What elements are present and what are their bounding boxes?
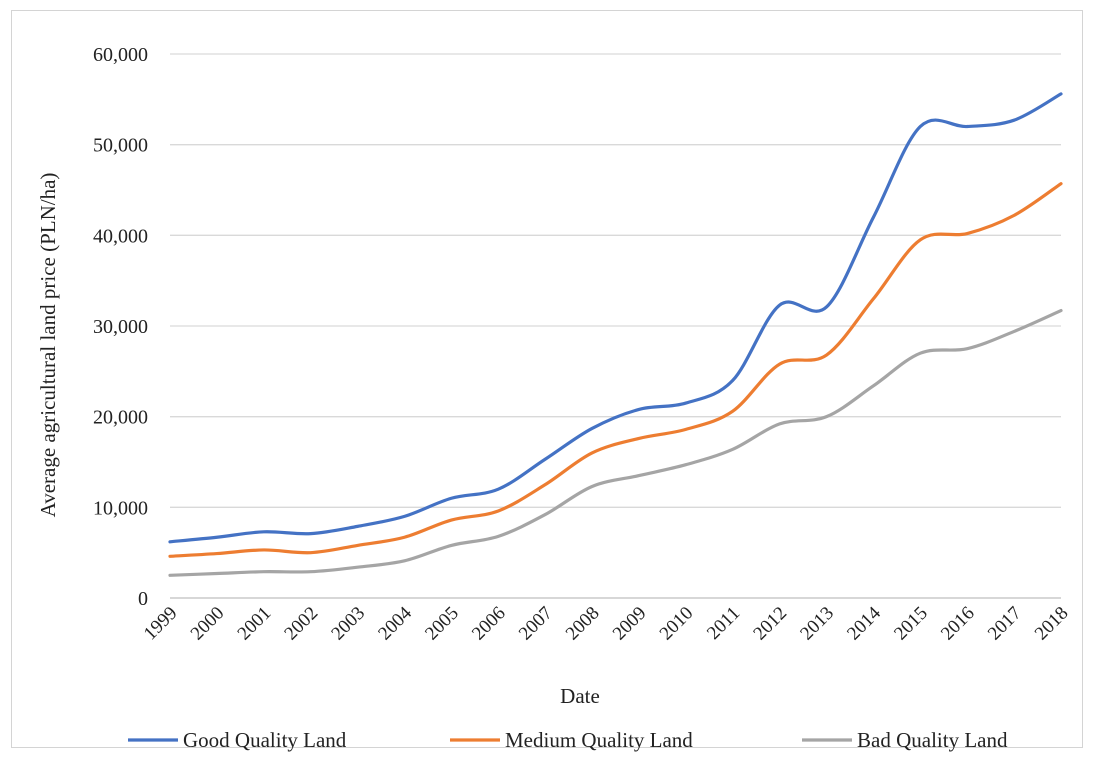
series-line-bad-quality-land bbox=[168, 308, 1063, 577]
x-tick-label: 2013 bbox=[796, 603, 838, 645]
series-line-medium-quality-land bbox=[168, 182, 1063, 558]
y-tick-label: 30,000 bbox=[93, 316, 148, 338]
legend-label: Good Quality Land bbox=[183, 728, 347, 752]
x-tick-label: 2018 bbox=[1031, 603, 1073, 645]
series-line-good-quality-land bbox=[168, 92, 1063, 544]
y-tick-label: 0 bbox=[138, 588, 148, 610]
x-axis-title: Date bbox=[560, 684, 600, 708]
chart-frame bbox=[11, 10, 1083, 748]
y-tick-label: 60,000 bbox=[93, 44, 148, 66]
x-tick-label: 2017 bbox=[984, 603, 1026, 645]
x-tick-label: 2012 bbox=[749, 603, 791, 645]
y-axis-title: Average agricultural land price (PLN/ha) bbox=[36, 173, 60, 518]
legend-label: Bad Quality Land bbox=[857, 728, 1008, 752]
x-tick-label: 2006 bbox=[468, 603, 510, 645]
x-tick-label: 2000 bbox=[187, 603, 229, 645]
x-tick-label: 2004 bbox=[374, 602, 416, 644]
x-tick-label: 2009 bbox=[609, 603, 651, 645]
x-tick-label: 2005 bbox=[421, 603, 463, 645]
x-tick-label: 2015 bbox=[890, 603, 932, 645]
y-axis-ticks: 0 10,000 20,000 30,000 40,000 50,000 60,000 bbox=[93, 44, 148, 610]
y-tick-label: 20,000 bbox=[93, 407, 148, 429]
x-tick-label: 2001 bbox=[234, 603, 276, 645]
x-tick-label: 2008 bbox=[562, 603, 604, 645]
x-axis-ticks: 1999 2000 2001 2002 2003 2004 2005 2006 2007 2008… bbox=[140, 602, 1073, 644]
y-tick-label: 10,000 bbox=[93, 497, 148, 519]
x-tick-label: 2003 bbox=[327, 603, 369, 645]
series-lines bbox=[168, 92, 1063, 577]
legend: Good Quality Land Medium Quality Land Bad … bbox=[128, 728, 1008, 752]
x-tick-label: 2016 bbox=[937, 603, 979, 645]
x-tick-label: 2007 bbox=[515, 603, 557, 645]
x-tick-label: 2010 bbox=[656, 603, 698, 645]
x-tick-label: 2014 bbox=[843, 602, 885, 644]
legend-label: Medium Quality Land bbox=[505, 728, 693, 752]
gridlines bbox=[170, 53, 1061, 508]
x-tick-label: 2011 bbox=[703, 603, 744, 644]
y-tick-label: 50,000 bbox=[93, 135, 148, 157]
y-tick-label: 40,000 bbox=[93, 225, 148, 247]
x-tick-label: 2002 bbox=[281, 603, 323, 645]
